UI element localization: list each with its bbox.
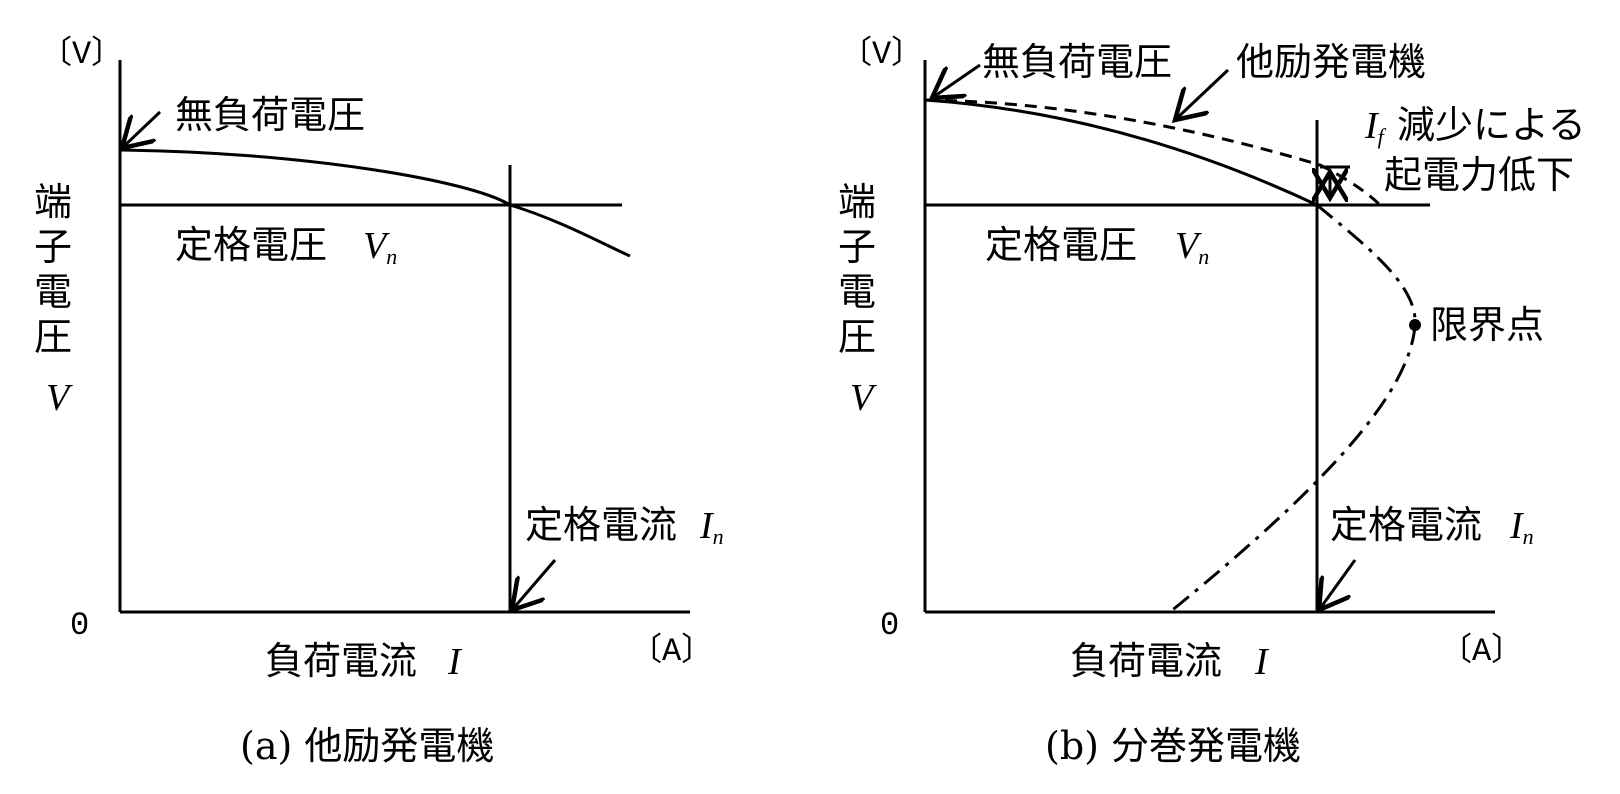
panel-a-caption: (a) 他励発電機 — [240, 724, 494, 768]
limit-point-marker — [1409, 319, 1421, 331]
voltage-drop-text-1: 減少による — [1397, 103, 1586, 147]
rated-voltage-symbol: Vn — [363, 225, 397, 269]
y-label-char-2: 子 — [34, 225, 72, 269]
y-label-char-4: 圧 — [34, 315, 72, 359]
y-label-char-2: 子 — [838, 225, 876, 269]
voltage-drop-text-2: 起電力低下 — [1384, 153, 1574, 197]
no-load-voltage-label: 無負荷電圧 — [982, 40, 1172, 84]
x-symbol: I — [447, 641, 463, 683]
no-load-arrow — [122, 110, 162, 148]
rated-current-label: 定格電流 — [525, 503, 677, 547]
v-unit-label: 〔V〕 — [40, 35, 123, 73]
v-unit-label: 〔V〕 — [840, 35, 923, 73]
separately-excited-arrow — [1175, 68, 1230, 120]
rated-current-arrow — [512, 559, 557, 610]
origin-label: 0 — [880, 607, 899, 644]
y-label-char-3: 電 — [34, 270, 72, 314]
limit-point-label: 限界点 — [1430, 303, 1544, 347]
y-label-char-3: 電 — [838, 270, 876, 314]
shunt-operating-curve — [924, 98, 1318, 207]
no-load-voltage-label: 無負荷電圧 — [175, 93, 365, 137]
rated-current-arrow — [1319, 559, 1357, 610]
y-symbol: V — [850, 377, 877, 419]
separately-excited-curve — [924, 98, 1382, 207]
y-label-char-1: 端 — [34, 180, 72, 224]
field-current-symbol: If — [1364, 105, 1387, 149]
x-symbol: I — [1254, 641, 1270, 683]
panel-b-caption: (b) 分巻発電機 — [1045, 724, 1301, 768]
x-axis-label: 負荷電流 — [1070, 639, 1222, 683]
panel-b: 〔V〕 0 〔A〕 無負荷電圧 他励発電機 If 減少による 起電力低下 定格電… — [838, 35, 1586, 768]
rated-current-symbol: In — [1509, 505, 1534, 549]
a-unit-label: 〔A〕 — [1440, 632, 1523, 670]
origin-label: 0 — [70, 607, 89, 644]
rated-current-label: 定格電流 — [1330, 503, 1482, 547]
panel-a: 〔V〕 0 〔A〕 無負荷電圧 定格電圧 Vn 定格電流 In 端 子 電 圧 … — [34, 35, 724, 768]
rated-voltage-label: 定格電圧 — [985, 223, 1137, 267]
a-unit-label: 〔A〕 — [630, 632, 713, 670]
rated-current-symbol: In — [699, 505, 724, 549]
y-label-char-4: 圧 — [838, 315, 876, 359]
rated-voltage-symbol: Vn — [1175, 225, 1209, 269]
y-label-char-1: 端 — [838, 180, 876, 224]
x-axis-label: 負荷電流 — [265, 639, 417, 683]
terminal-voltage-curve — [119, 148, 631, 258]
rated-voltage-label: 定格電圧 — [175, 223, 327, 267]
separately-excited-label: 他励発電機 — [1236, 40, 1426, 84]
shunt-extended-curve — [1169, 203, 1417, 614]
no-load-arrow — [932, 63, 981, 98]
y-symbol: V — [46, 377, 73, 419]
